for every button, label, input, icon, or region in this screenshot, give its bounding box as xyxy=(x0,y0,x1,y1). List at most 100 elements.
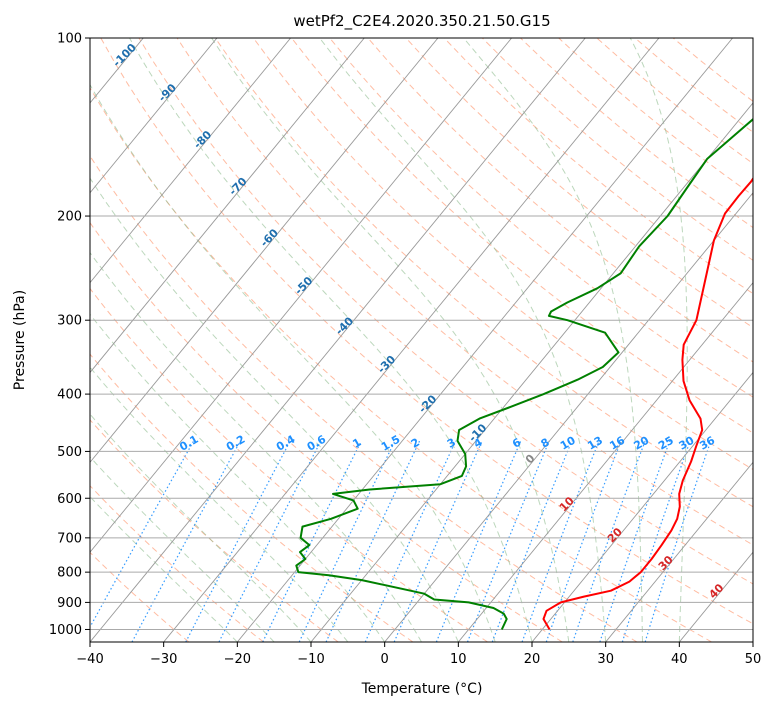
mixing-ratio-line xyxy=(491,440,573,642)
isotherm xyxy=(752,641,753,642)
dry-adiabat xyxy=(90,221,563,642)
moist-adiabat xyxy=(211,38,570,642)
moist-adiabat xyxy=(129,38,533,642)
isotherm-label: -90 xyxy=(156,81,179,104)
dry-adiabat xyxy=(291,38,753,434)
dry-adiabat xyxy=(329,38,753,398)
mixing-ratio-line xyxy=(185,440,291,642)
isotherm xyxy=(90,38,218,194)
mixing-ratio-line xyxy=(262,440,362,642)
isotherm-label: 30 xyxy=(656,553,676,573)
mixing-ratio-label: 0.2 xyxy=(224,433,247,454)
y-tick-label: 200 xyxy=(57,210,82,225)
isotherm-label: -80 xyxy=(191,128,214,151)
mixing-ratio-label: 0.6 xyxy=(305,432,329,453)
isotherm xyxy=(90,38,512,553)
mixing-ratio-label: 1.5 xyxy=(379,433,402,454)
mixing-ratio-label: 2 xyxy=(409,436,422,451)
mixing-ratio-label: 6 xyxy=(510,435,523,450)
mixing-ratio-line xyxy=(131,440,241,642)
mixing-ratio-line xyxy=(545,440,622,642)
dry-adiabat xyxy=(90,419,339,642)
temperature-line xyxy=(542,176,753,631)
isotherm xyxy=(90,38,586,642)
mixing-ratio-line xyxy=(393,440,483,642)
y-tick-label: 800 xyxy=(57,566,82,581)
dry-adiabat xyxy=(90,353,414,642)
x-tick-label: 30 xyxy=(597,652,614,667)
mixing-ratio-line xyxy=(572,440,646,642)
moist-adiabat xyxy=(319,38,607,642)
x-tick-label: −10 xyxy=(297,652,324,667)
x-axis-label: Temperature (°C) xyxy=(361,681,483,697)
y-tick-label: 1000 xyxy=(49,623,82,638)
isotherm xyxy=(310,102,753,642)
isotherm xyxy=(90,38,439,464)
mixing-ratio-line xyxy=(325,440,421,642)
mixing-ratio-line xyxy=(298,440,396,642)
isotherm xyxy=(457,281,753,642)
profile-lines xyxy=(295,117,753,631)
moist-adiabat xyxy=(90,366,349,642)
mixing-ratio-line xyxy=(521,440,600,642)
y-tick-label: 300 xyxy=(57,314,82,329)
mixing-ratio-line xyxy=(90,440,195,629)
y-tick-label: 100 xyxy=(57,32,82,47)
x-tick-label: 20 xyxy=(524,652,541,667)
isotherm xyxy=(384,192,753,642)
mixing-ratio-label: 10 xyxy=(558,434,578,453)
x-tick-label: 50 xyxy=(745,652,762,667)
chart-title: wetPf2_C2E4.2020.350.21.50.G15 xyxy=(293,12,550,31)
y-axis-label: Pressure (hPa) xyxy=(12,290,28,390)
isotherm-label: 40 xyxy=(706,581,726,601)
dry-adiabat xyxy=(252,38,753,471)
mixing-ratio-label: 8 xyxy=(539,436,552,451)
mixing-ratio-line xyxy=(218,440,322,642)
mixing-ratio-line xyxy=(621,440,691,642)
isotherm-label: -20 xyxy=(416,392,439,415)
dry-adiabat xyxy=(90,485,264,642)
moist-adiabat xyxy=(90,495,238,642)
isotherm xyxy=(90,38,291,284)
x-tick-label: −40 xyxy=(76,652,103,667)
isotherm xyxy=(163,38,660,642)
isotherm xyxy=(678,551,753,642)
x-tick-label: 10 xyxy=(450,652,467,667)
mixing-ratio-line xyxy=(435,440,522,642)
moist-adiabat xyxy=(90,251,422,642)
axis-ticks: −40 −30 −20 −10 0 10 20 30 40 5010009008007006005… xyxy=(49,32,761,668)
mixing-ratio-label: 0.4 xyxy=(274,432,298,453)
background-lines xyxy=(0,38,753,642)
mixing-ratio-label: 0.1 xyxy=(177,433,200,454)
y-tick-label: 400 xyxy=(57,388,82,403)
isotherm-label: 20 xyxy=(605,525,625,545)
isotherm xyxy=(0,38,70,642)
mixing-ratio-line xyxy=(466,440,550,642)
moist-adiabat xyxy=(90,177,459,642)
dry-adiabat xyxy=(90,87,712,642)
dewpoint-line xyxy=(295,117,753,630)
moist-adiabat xyxy=(90,313,386,642)
x-tick-label: −30 xyxy=(150,652,177,667)
isotherm xyxy=(531,371,753,642)
isotherm-label: 0 xyxy=(523,451,538,466)
mixing-ratio-label: 13 xyxy=(585,434,605,453)
dry-adiabat xyxy=(90,551,190,642)
moist-adiabat xyxy=(90,456,275,642)
moist-adiabat xyxy=(463,38,643,642)
isotherm-label: -60 xyxy=(258,226,281,249)
dry-adiabat xyxy=(672,38,753,102)
isotherm xyxy=(90,38,365,374)
mixing-ratio-label: 25 xyxy=(656,434,676,453)
mixing-ratio-line xyxy=(364,440,457,642)
mixing-ratio-label: 30 xyxy=(677,434,697,453)
y-tick-label: 600 xyxy=(57,492,82,507)
x-tick-label: 40 xyxy=(671,652,688,667)
mixing-ratio-label: 1 xyxy=(350,436,363,451)
isotherm xyxy=(236,38,733,642)
moist-adiabat xyxy=(90,83,496,642)
isotherm-label: -100 xyxy=(110,41,139,70)
plot-frame xyxy=(89,37,754,643)
y-tick-label: 900 xyxy=(57,596,82,611)
